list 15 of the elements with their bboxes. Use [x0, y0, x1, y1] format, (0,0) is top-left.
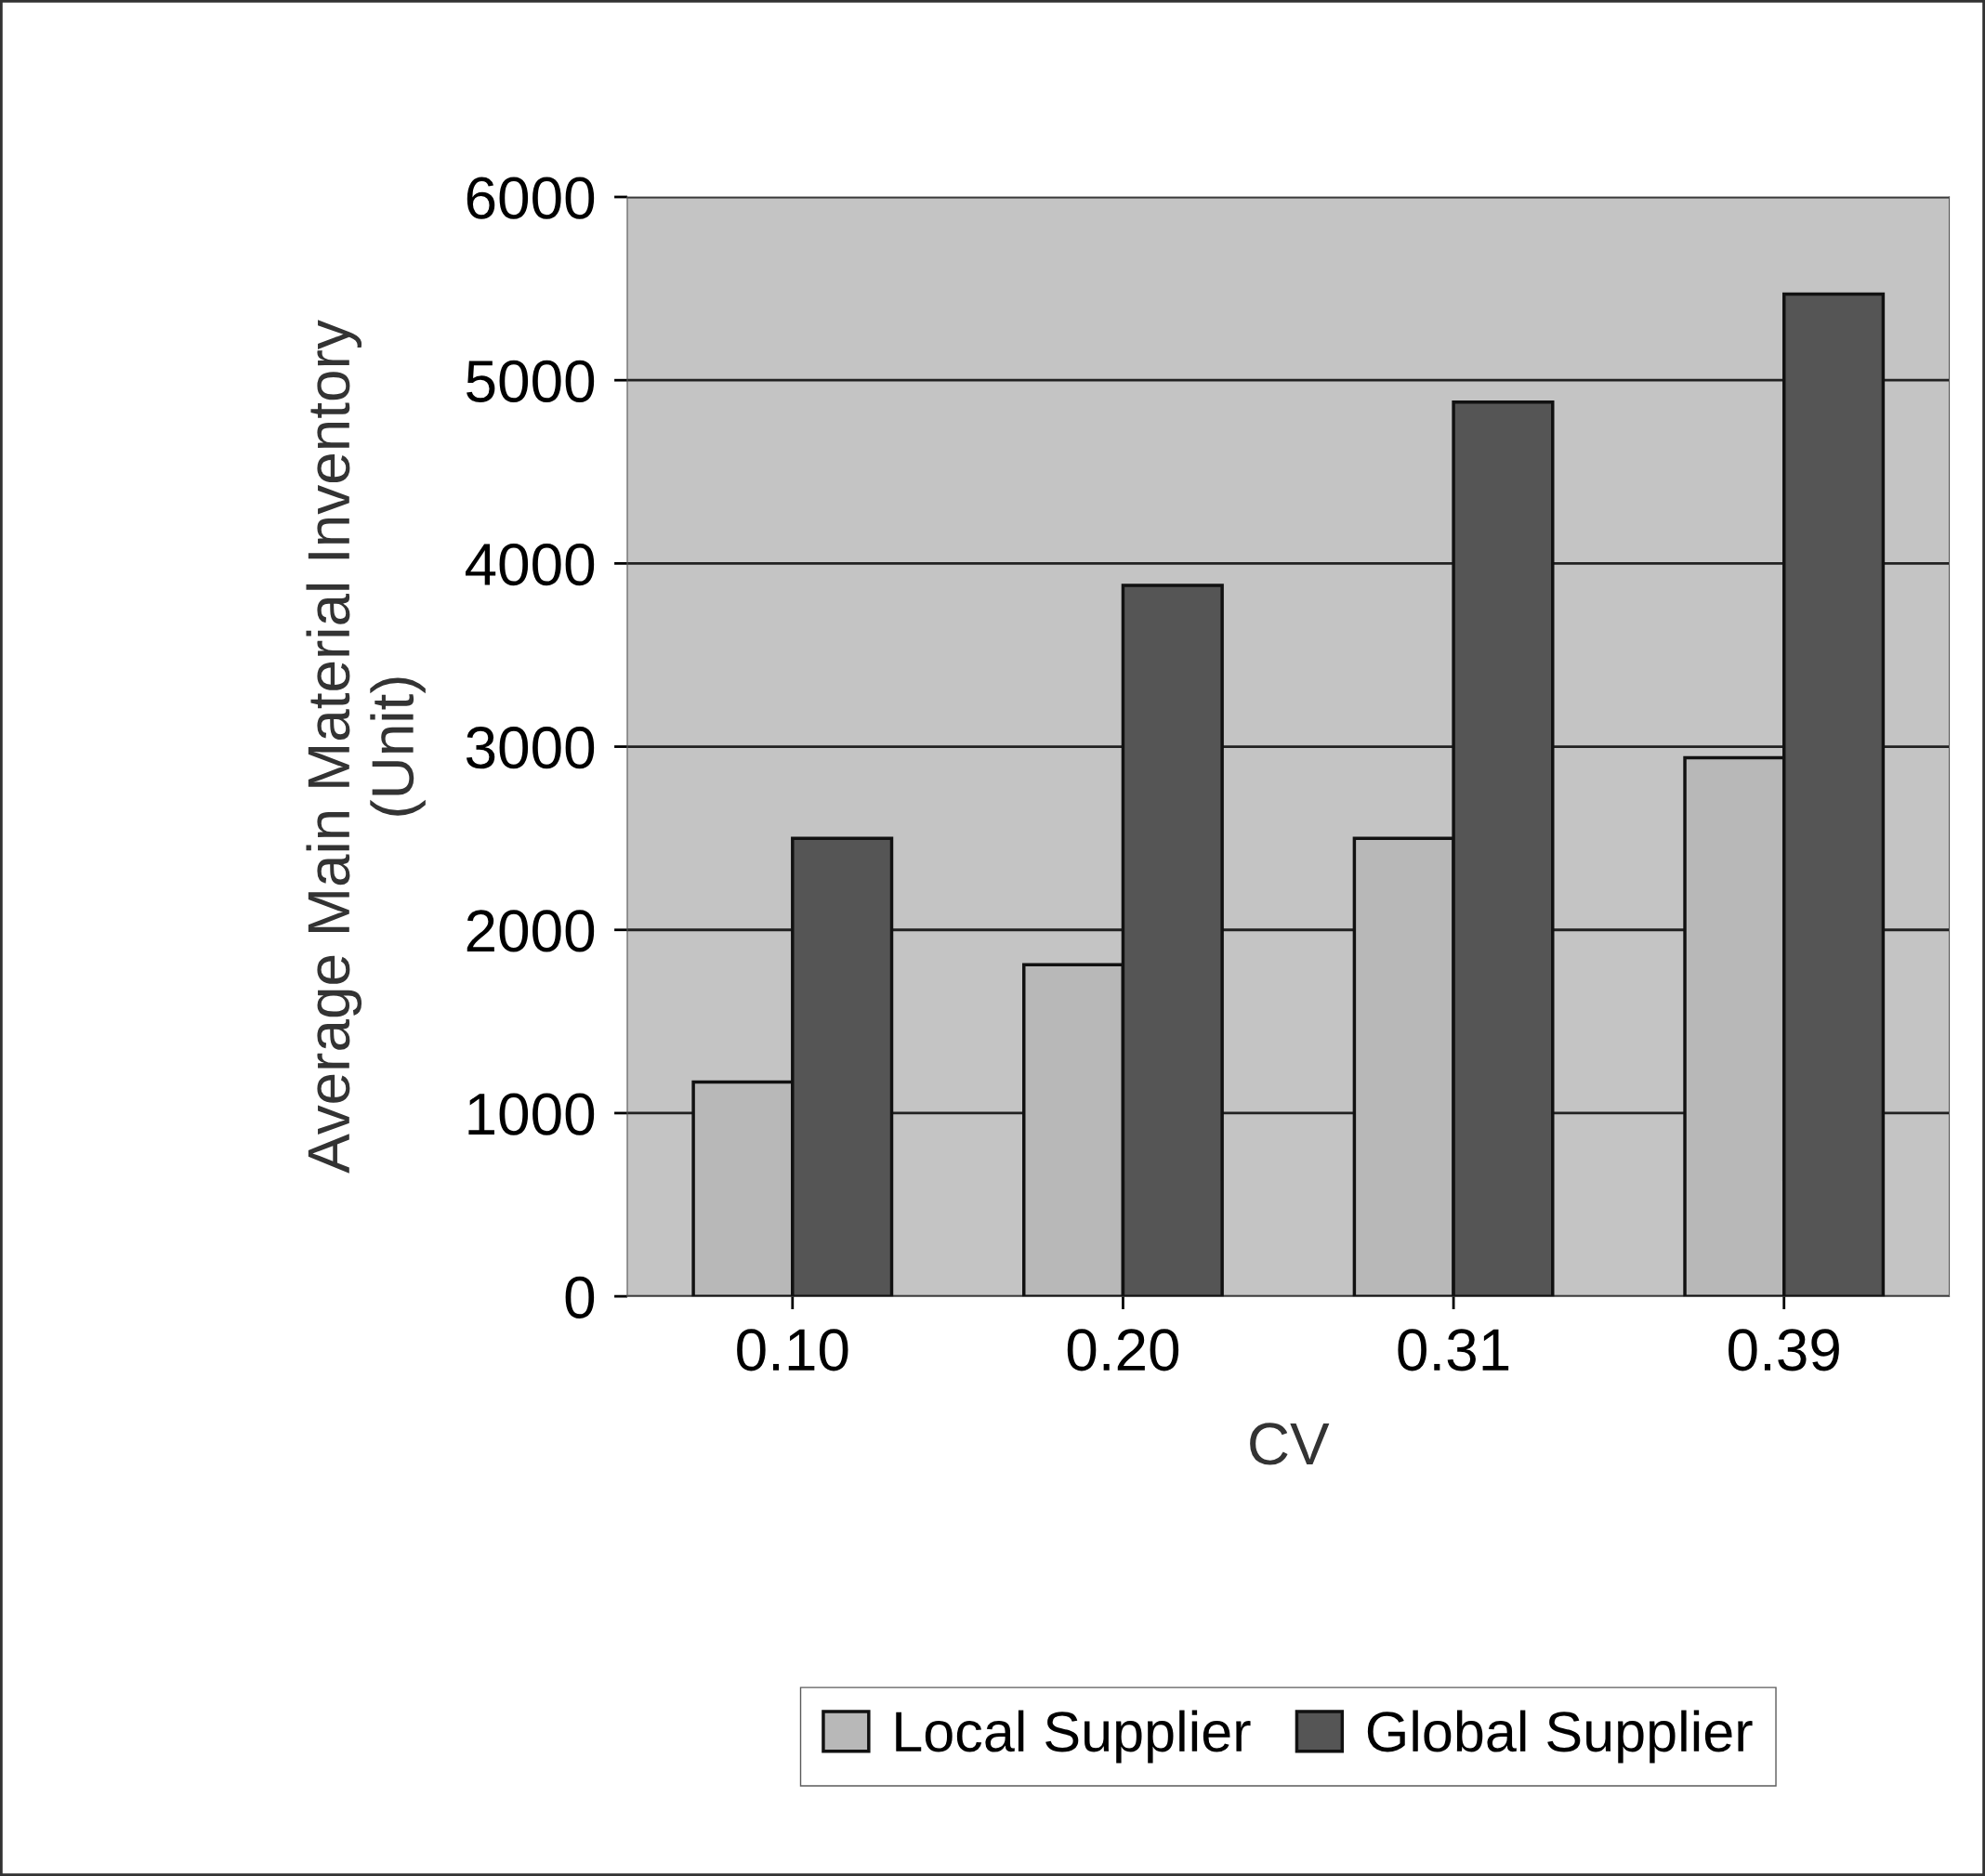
x-tick-label: 0.39: [1729, 1329, 1839, 1371]
y-tick-label: 0: [565, 1276, 595, 1318]
y-tick-label: 6000: [467, 177, 595, 219]
y-tick-label: 2000: [467, 910, 595, 952]
x-tick-label: 0.31: [1398, 1329, 1509, 1371]
legend-label: Global Supplier: [1367, 1710, 1753, 1764]
y-tick-label: 4000: [466, 543, 595, 586]
x-axis-title: CV: [1250, 1423, 1330, 1465]
y-tick-label: 3000: [466, 727, 595, 769]
y-tick-label: 1000: [468, 1093, 595, 1135]
x-tick-label: 0.10: [737, 1329, 848, 1371]
x-tick-label: 0.20: [1067, 1329, 1179, 1371]
y-axis-title: Average Main Material Inventory (Unit): [306, 320, 426, 1174]
legend-label: Local Supplier: [896, 1710, 1251, 1764]
y-tick-label: 5000: [467, 360, 595, 402]
